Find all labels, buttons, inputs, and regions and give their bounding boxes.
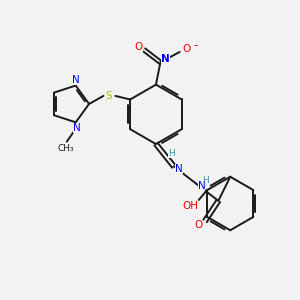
Text: N: N (72, 75, 80, 85)
Text: -: - (193, 39, 197, 52)
Text: O: O (135, 42, 143, 52)
Text: CH₃: CH₃ (57, 144, 74, 153)
Text: N: N (197, 181, 205, 191)
Text: N: N (161, 54, 170, 64)
Text: O: O (194, 220, 202, 230)
Text: OH: OH (183, 202, 199, 212)
Text: N: N (175, 164, 183, 174)
Text: H: H (168, 149, 175, 158)
Text: S: S (106, 91, 112, 101)
Text: H: H (202, 176, 209, 185)
Text: N: N (73, 123, 81, 133)
Text: O: O (182, 44, 190, 54)
